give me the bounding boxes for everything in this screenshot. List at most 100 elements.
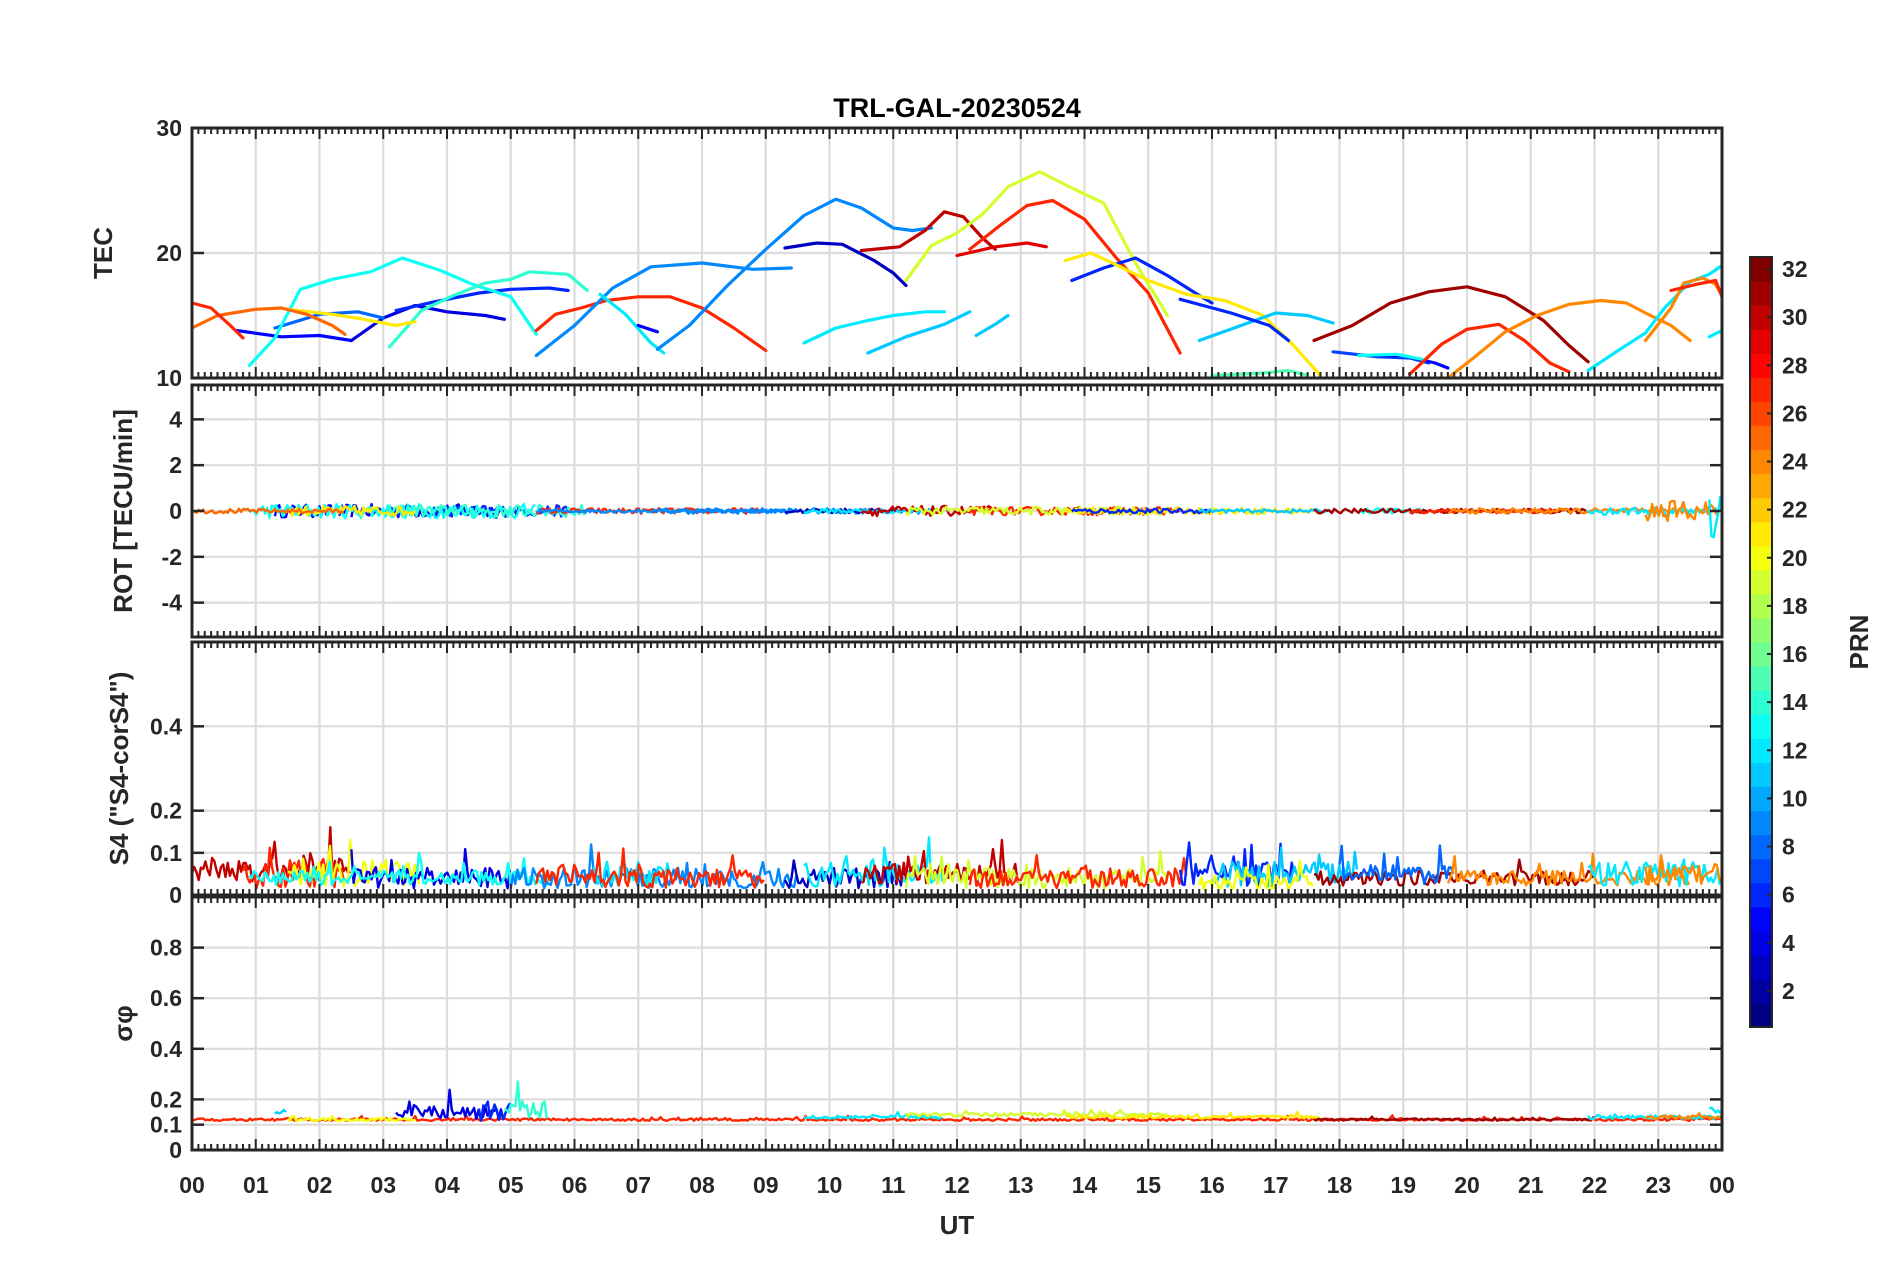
tec-trace-prn-9-10 — [534, 261, 793, 358]
x-tick-12: 12 — [944, 1172, 970, 1198]
panel-s4-ytick-2: 0.2 — [150, 798, 182, 824]
panel-sigma_phi-ytick-0: 0 — [169, 1137, 182, 1163]
panel-tec-ytick-1: 20 — [156, 240, 182, 266]
s4-trace-prn-4-3 — [350, 847, 511, 890]
tec-trace-prn-27-31 — [1408, 322, 1571, 376]
x-tick-20: 20 — [1454, 1172, 1480, 1198]
x-tick-23: 23 — [1645, 1172, 1671, 1198]
panel-s4-grid — [192, 642, 1722, 895]
s4-trace-prn-24-18 — [1446, 852, 1691, 887]
sigma_phi-trace-prn-12-6 — [803, 1111, 943, 1120]
panel-sigma_phi-ytick-4: 0.6 — [150, 985, 182, 1011]
sigma_phi-trace-prn-12-11 — [1708, 1106, 1722, 1114]
tec-trace-prn-27-9 — [192, 301, 245, 340]
x-tick-4: 04 — [434, 1172, 460, 1198]
colorbar-tick-2: 6 — [1782, 882, 1795, 908]
panel-tec-ytick-2: 30 — [156, 115, 182, 141]
tec-trace-prn-12-15 — [802, 310, 946, 345]
panel-rot-ytick-3: 2 — [169, 452, 182, 478]
tec-trace-prn-9-13 — [655, 197, 934, 351]
colorbar-tick-11: 24 — [1782, 449, 1808, 475]
x-tick-22: 22 — [1582, 1172, 1608, 1198]
x-tick-16: 16 — [1199, 1172, 1225, 1198]
sigma_phi-trace-prn-21-8 — [1065, 1110, 1320, 1120]
x-tick-11: 11 — [881, 1172, 906, 1198]
x-axis-label: UT — [940, 1210, 975, 1240]
tec-trace-prn-21-6 — [286, 307, 417, 328]
panel-sigma_phi-ytick-2: 0.2 — [150, 1086, 182, 1112]
x-tick-18: 18 — [1327, 1172, 1353, 1198]
panel-s4: 0 0.1 0.2 0.4 S4 ("S4-corS4") — [104, 640, 1724, 908]
tec-trace-prn-31-27 — [1312, 285, 1590, 364]
panel-sigma_phi-ytick-3: 0.4 — [150, 1036, 182, 1062]
tec-trace-prn-13-4 — [247, 256, 538, 368]
tec-trace-prn-27-21 — [968, 198, 1182, 355]
colorbar-tick-3: 8 — [1782, 834, 1795, 860]
sigma_phi-trace-prn-11-1 — [274, 1108, 287, 1115]
panel-rot-ylabel: ROT [TECU/min] — [108, 409, 138, 613]
rot-trace-prn-24-21 — [1447, 507, 1690, 515]
s4-trace-prn-8-17 — [1338, 844, 1455, 886]
panel-s4-ylabel: S4 ("S4-corS4") — [104, 672, 134, 866]
x-tick-10: 10 — [817, 1172, 843, 1198]
panel-tec: 10 20 30 TEC — [88, 115, 1724, 391]
panel-tec-ylabel: TEC — [88, 227, 118, 279]
x-tick-2: 02 — [307, 1172, 333, 1198]
tec-trace-prn-11-16 — [866, 310, 972, 355]
colorbar-label: PRN — [1844, 615, 1874, 670]
x-tick-0: 00 — [179, 1172, 205, 1198]
tec-trace-prn-12-36 — [1707, 328, 1722, 339]
panel-sigma_phi-ytick-5: 0.8 — [150, 935, 182, 961]
colorbar-tick-4: 10 — [1782, 785, 1808, 811]
panel-tec-grid — [192, 128, 1722, 378]
panel-rot-ytick-2: 0 — [169, 498, 182, 524]
panel-s4-ytick-0: 0 — [169, 882, 182, 908]
tec-trace-prn-27-35 — [1669, 278, 1722, 299]
colorbar-tick-12: 26 — [1782, 400, 1808, 426]
tec-trace-prn-19-20 — [904, 170, 1169, 318]
panel-sigma_phi-ytick-1: 0.1 — [150, 1112, 182, 1138]
x-tick-14: 14 — [1072, 1172, 1098, 1198]
panel-s4-ytick-3: 0.4 — [150, 713, 182, 739]
sigma_phi-trace-prn-6-3 — [477, 1100, 512, 1122]
tec-trace-prn-29-19 — [955, 241, 1048, 258]
colorbar-tick-15: 32 — [1782, 256, 1808, 282]
rot-trace-prn-24-23 — [1644, 499, 1722, 523]
x-tick-19: 19 — [1390, 1172, 1416, 1198]
colorbar-tick-7: 16 — [1782, 641, 1808, 667]
rot-trace-prn-11-17 — [1198, 508, 1332, 514]
s4-trace-prn-12-6 — [592, 860, 671, 888]
tec-trace-prn-24-32 — [1446, 298, 1692, 378]
x-tick-9: 09 — [753, 1172, 779, 1198]
tec-trace-prn-14-5 — [388, 270, 589, 349]
colorbar-tick-10: 22 — [1782, 497, 1808, 523]
colorbar-tick-0: 2 — [1782, 978, 1795, 1004]
tec-trace-prn-12-33 — [1586, 263, 1722, 373]
tec-trace-prn-5-0 — [235, 328, 353, 343]
colorbar-tick-1: 4 — [1782, 930, 1795, 956]
colorbar-tick-13: 28 — [1782, 352, 1808, 378]
x-tick-7: 07 — [625, 1172, 651, 1198]
x-tick-13: 13 — [1008, 1172, 1034, 1198]
x-tick-6: 06 — [562, 1172, 588, 1198]
rot-trace-prn-6-16 — [1071, 507, 1211, 515]
colorbar-tick-9: 20 — [1782, 545, 1808, 571]
s4-trace-prn-27-7 — [535, 847, 765, 889]
panel-rot-ytick-1: -2 — [162, 544, 182, 570]
colorbar-tick-5: 12 — [1782, 737, 1808, 763]
x-tick-17: 17 — [1263, 1172, 1289, 1198]
sigma_phi-trace-prn-31-9 — [1313, 1115, 1594, 1122]
tec-trace-prn-8-3 — [273, 310, 385, 330]
panel-rot-traces — [192, 496, 1722, 539]
panel-sigma_phi: 00.10.2 0.4 0.6 0.8 σφ — [108, 895, 1724, 1163]
colorbar-frame — [1749, 256, 1773, 1028]
panel-rot-ytick-0: -4 — [162, 590, 183, 616]
x-tick-24: 00 — [1709, 1172, 1735, 1198]
s4-trace-prn-9-5 — [509, 843, 798, 890]
x-tick-5: 05 — [498, 1172, 524, 1198]
sigma_phi-trace-prn-19-7 — [904, 1108, 1168, 1118]
s4-trace-prn-12-9 — [803, 836, 944, 888]
panel-rot: -4 -2 0 2 4 ROT [TECU/min] — [108, 383, 1724, 639]
